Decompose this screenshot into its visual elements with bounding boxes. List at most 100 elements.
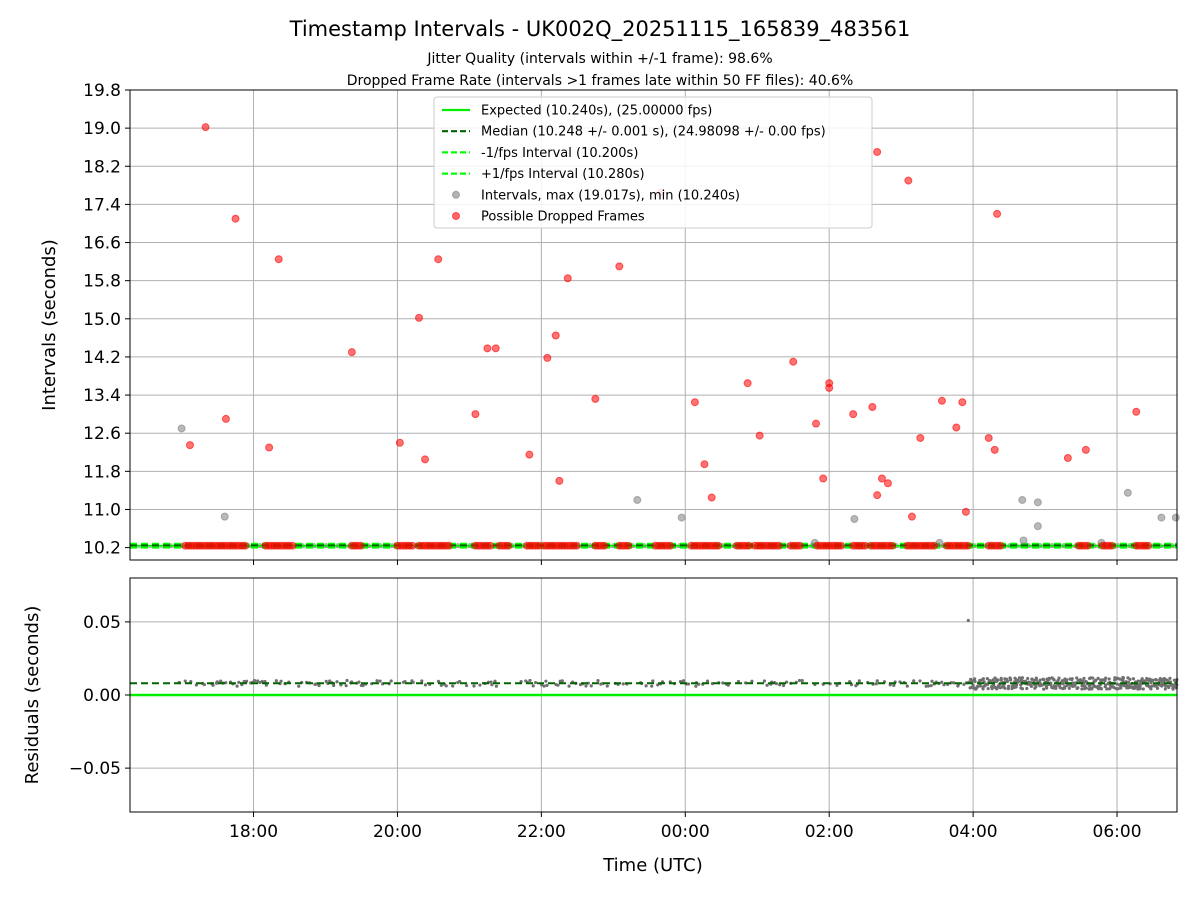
residual-point <box>1017 676 1022 680</box>
residual-point <box>235 684 239 688</box>
residuals-axes-frame <box>129 577 1178 813</box>
dropped-frame-point <box>572 541 581 550</box>
residual-point <box>857 679 861 683</box>
dropped-frame-point <box>274 255 283 264</box>
residual-point <box>726 683 730 687</box>
residual-point <box>1096 676 1100 680</box>
y-tick-label: 12.6 <box>83 424 121 444</box>
dropped-frame-point <box>952 423 961 432</box>
residual-point <box>361 683 365 688</box>
residual-point <box>1107 677 1111 681</box>
dropped-frame-point <box>241 541 250 550</box>
residual-point <box>596 679 600 683</box>
interval-point <box>1033 522 1042 531</box>
chart-subtitle-dropped: Dropped Frame Rate (intervals >1 frames … <box>347 73 854 89</box>
residual-point <box>489 680 493 684</box>
residual-point <box>1076 686 1080 690</box>
dropped-frame-point <box>615 262 624 271</box>
dropped-frame-point <box>445 541 454 550</box>
interval-point <box>850 515 859 524</box>
residual-point <box>800 679 804 683</box>
residual-point <box>1148 677 1152 681</box>
residual-point <box>989 679 993 683</box>
dropped-frame-point <box>624 541 633 550</box>
dropped-frame-point <box>990 445 999 454</box>
dropped-frame-point <box>1107 541 1116 550</box>
residual-point <box>528 678 532 683</box>
residual-point <box>542 684 546 688</box>
dropped-frame-point <box>525 450 534 459</box>
legend-entry-label: -1/fps Interval (10.200s) <box>481 146 638 161</box>
residual-point <box>1142 679 1146 683</box>
residual-point <box>1084 679 1088 684</box>
y-tick-label: 11.8 <box>83 462 121 482</box>
residual-point <box>736 679 741 684</box>
residual-point <box>1128 677 1132 681</box>
dropped-frame-point <box>873 147 882 156</box>
residual-point <box>1061 682 1065 686</box>
dropped-frame-point <box>1144 541 1153 550</box>
residual-point <box>1163 684 1168 688</box>
residual-point <box>996 685 1000 689</box>
residual-point <box>918 679 922 683</box>
residual-point <box>774 682 779 686</box>
residual-point <box>1038 681 1042 685</box>
y-tick-label: 16.6 <box>83 234 121 254</box>
residual-point <box>605 684 609 688</box>
residual-point <box>651 679 655 683</box>
dropped-frame-point <box>491 344 500 353</box>
legend-box <box>433 96 873 229</box>
residual-point <box>584 684 588 688</box>
residual-point <box>1151 678 1155 682</box>
y-tick-label: 19.0 <box>83 119 121 139</box>
residual-point <box>211 683 215 687</box>
residual-point <box>650 684 654 688</box>
dropped-frame-point <box>707 493 716 502</box>
dropped-frame-point <box>591 394 600 403</box>
dropped-frame-point <box>937 396 946 405</box>
residual-point <box>1121 676 1126 680</box>
residual-point <box>560 679 564 683</box>
residual-point <box>1149 687 1153 691</box>
residual-point <box>357 680 361 684</box>
residual-point <box>1034 685 1038 689</box>
residual-point <box>344 684 348 688</box>
residual-point <box>1091 676 1095 680</box>
dropped-frame-point <box>961 507 970 516</box>
residual-point <box>835 683 839 687</box>
residual-point <box>1071 681 1075 685</box>
residual-point <box>986 687 990 691</box>
legend-marker-swatch <box>452 212 460 220</box>
residual-point <box>765 683 769 687</box>
residual-point <box>245 679 249 683</box>
residual-point <box>335 680 339 684</box>
residual-point <box>705 679 710 683</box>
legend-entry-label: Intervals, max (19.017s), min (10.240s) <box>481 188 740 203</box>
intervals-panel: 10.2 11.0 11.8 12.6 13.4 14.2 15.0 15.8 16.6 17.4… <box>83 81 1180 565</box>
residual-point <box>1042 687 1046 691</box>
residual-point <box>781 683 786 688</box>
dropped-frame-point <box>288 541 297 550</box>
chart-title: Timestamp Intervals - UK002Q_20251115_16… <box>289 17 911 42</box>
residual-point <box>219 679 223 683</box>
residual-point <box>556 683 560 687</box>
dropped-frame-point <box>868 402 877 411</box>
residual-point <box>1014 685 1018 689</box>
dropped-frame-point <box>904 176 913 185</box>
residual-point <box>1006 687 1010 691</box>
residual-point <box>1056 678 1060 683</box>
residual-point <box>1067 686 1071 690</box>
dropped-frame-point <box>849 410 858 419</box>
residual-point <box>892 683 896 688</box>
dropped-frame-point <box>483 344 492 353</box>
dropped-frame-point <box>415 313 424 322</box>
residual-point <box>1020 687 1025 691</box>
residual-point <box>1075 676 1079 680</box>
residual-point <box>1170 682 1174 687</box>
dropped-frame-point <box>883 479 892 488</box>
residual-point <box>439 683 443 687</box>
dropped-frame-point <box>555 476 564 485</box>
dropped-frame-point <box>755 431 764 440</box>
x-tick-label: 06:00 <box>1093 822 1142 842</box>
dropped-frame-point <box>714 541 723 550</box>
